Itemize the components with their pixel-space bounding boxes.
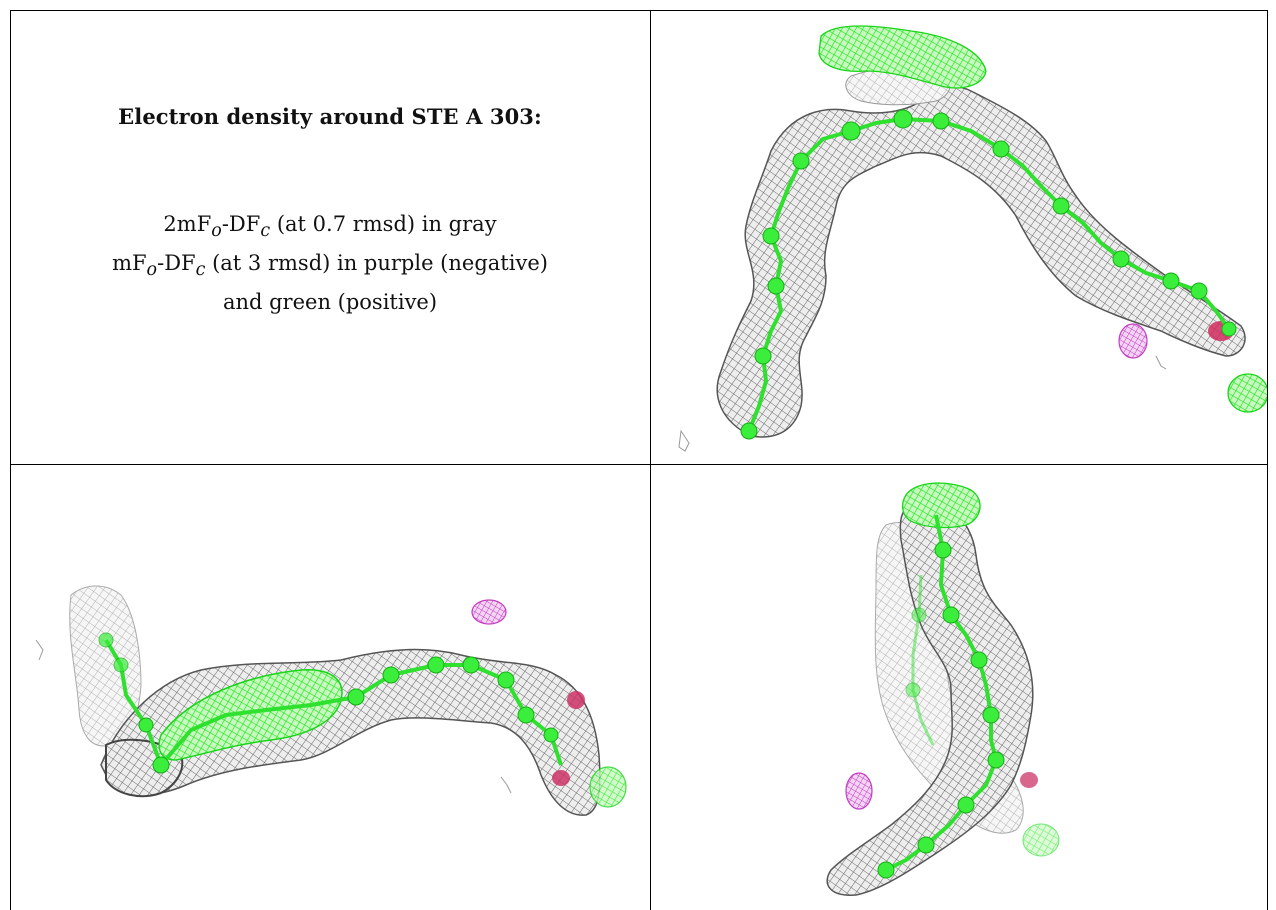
oxygen-atom-2: [552, 770, 570, 786]
oxygen-atom-1: [567, 691, 585, 709]
electron-density-view-1-icon: [678, 25, 1267, 452]
line1-pre: 2mF: [163, 212, 212, 236]
ligand-model-atoms: [877, 541, 1005, 879]
positive-density-tip: [1227, 373, 1267, 413]
oxygen-atom: [1020, 772, 1038, 788]
line1-sub-o: o: [211, 221, 222, 242]
caption-line-2mfo-dfc: 2mFo-DFc (at 0.7 rmsd) in gray: [10, 208, 650, 247]
stray-mesh-fragment-2: [500, 776, 512, 794]
electron-density-view-2-icon: [35, 585, 627, 816]
line1-mid: -DF: [221, 212, 261, 236]
line2-sub-c: c: [195, 260, 206, 281]
line2-post: (at 3 rmsd) in purple (negative): [205, 251, 548, 276]
electron-density-view-3-icon: [826, 482, 1060, 896]
gray-density-mesh: [716, 86, 1246, 438]
table-center-rule: [650, 10, 651, 910]
negative-density-blob: [471, 599, 507, 625]
stray-mesh-fragment: [678, 429, 690, 452]
stray-mesh-fragment-2: [1155, 355, 1167, 370]
line1-post: (at 0.7 rmsd) in gray: [270, 212, 497, 236]
ligand-model-atoms: [98, 632, 559, 774]
caption-title: Electron density around STE A 303:: [118, 104, 542, 129]
positive-density-top: [818, 25, 987, 89]
caption-description: 2mFo-DFc (at 0.7 rmsd) in gray mFo-DFc (…: [10, 208, 650, 318]
positive-density-tip: [589, 766, 627, 808]
density-panel-top-right: [651, 11, 1267, 464]
line1-sub-c: c: [260, 221, 271, 242]
line2-sub-o: o: [146, 260, 158, 281]
caption-cell: Electron density around STE A 303: 2mFo-…: [10, 10, 650, 462]
positive-density-main: [158, 669, 343, 761]
caption-line-mfo-dfc: mFo-DFc (at 3 rmsd) in purple (negative): [10, 247, 650, 286]
table-top-rule: [10, 10, 1268, 11]
negative-density-blob: [845, 772, 873, 810]
positive-density-faded: [1022, 823, 1060, 857]
negative-density-blob: [1118, 323, 1148, 359]
ligand-model-bonds: [104, 638, 563, 767]
table-right-rule: [1267, 10, 1268, 910]
table-middle-rule: [10, 464, 1268, 465]
density-panel-bottom-left: [11, 465, 650, 910]
table-left-rule: [10, 10, 11, 910]
line2-pre: mF: [112, 251, 147, 276]
stray-mesh-fragment: [35, 639, 44, 661]
density-panel-bottom-right: [651, 465, 1267, 910]
ligand-model-bonds: [885, 514, 998, 872]
positive-density-top: [901, 482, 981, 529]
ligand-model-atoms: [740, 109, 1237, 440]
caption-line-positive: and green (positive): [222, 290, 438, 315]
gray-density-mesh: [826, 501, 1034, 896]
figure-table: Electron density around STE A 303: 2mFo-…: [10, 10, 1268, 910]
line2-mid: -DF: [157, 251, 196, 276]
